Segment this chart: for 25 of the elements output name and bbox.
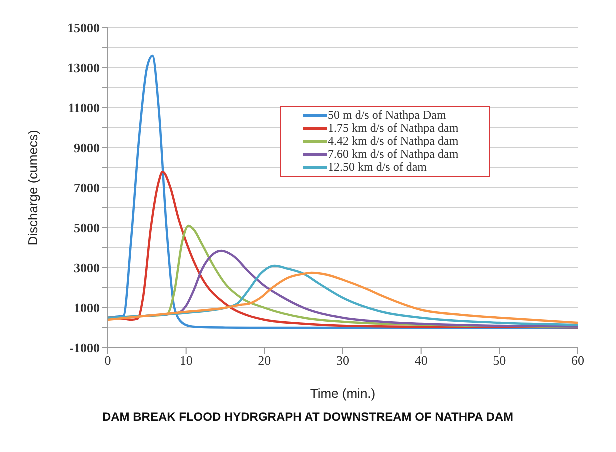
legend-label: 4.42 km d/s of Nathpa dam — [328, 134, 459, 148]
y-tick-label: 7000 — [74, 180, 100, 196]
y-tick-label: -1000 — [70, 340, 100, 356]
legend-label: 50 m d/s of Nathpa Dam — [328, 108, 446, 122]
y-tick-label: 13000 — [68, 60, 100, 76]
y-tick-label: 9000 — [74, 140, 100, 156]
x-tick-label: 0 — [104, 353, 112, 368]
x-tick-label: 30 — [336, 353, 350, 368]
legend-label: 12.50 km d/s of dam — [328, 160, 427, 174]
x-tick-label: 60 — [572, 353, 584, 368]
x-tick-label: 40 — [414, 353, 428, 368]
y-tick-label: 5000 — [74, 220, 100, 236]
x-tick-label: 50 — [493, 353, 506, 368]
line-series — [108, 54, 578, 330]
y-tick-label: 15000 — [68, 20, 100, 36]
text: DAM BREAK FLOOD HYDRGRAPH AT DOWNSTREAM OF NATHPA DAM — [101, 410, 515, 424]
y-tick-label: 1000 — [74, 300, 100, 316]
legend-label: 1.75 km d/s of Nathpa dam — [328, 121, 459, 135]
x-tick-label: 10 — [180, 353, 193, 368]
x-tick-label: 20 — [258, 353, 272, 368]
y-tick-label: 3000 — [74, 260, 100, 276]
legend-label: 7.60 km d/s of Nathpa dam — [328, 147, 459, 161]
y-axis-title: Discharge (cumecs) — [26, 130, 41, 246]
x-axis-title: Time (min.) — [310, 386, 376, 401]
y-tick-label: 11000 — [68, 100, 100, 116]
